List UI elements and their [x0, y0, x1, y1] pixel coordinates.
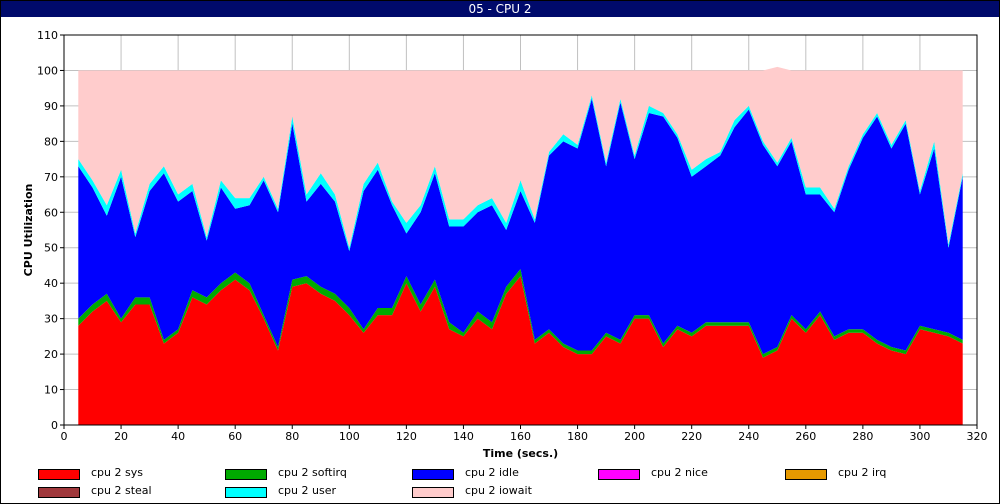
x-tick-label: 220: [681, 430, 702, 443]
x-axis-label: Time (secs.): [483, 447, 558, 460]
x-tick-label: 120: [396, 430, 417, 443]
x-tick-label: 20: [114, 430, 128, 443]
y-tick-label: 70: [44, 171, 58, 184]
legend-label: cpu 2 steal: [91, 484, 152, 497]
y-tick-label: 0: [51, 419, 58, 432]
legend-swatch: [598, 469, 640, 480]
legend-label: cpu 2 user: [278, 484, 336, 497]
legend-swatch: [225, 469, 267, 480]
x-tick-label: 280: [852, 430, 873, 443]
x-tick-label: 320: [967, 430, 988, 443]
chart-title: 05 - CPU 2: [1, 1, 999, 17]
legend-label: cpu 2 softirq: [278, 466, 347, 479]
legend-swatch: [785, 469, 827, 480]
legend-label: cpu 2 nice: [651, 466, 708, 479]
y-tick-label: 20: [44, 348, 58, 361]
x-tick-label: 180: [567, 430, 588, 443]
x-tick-label: 100: [339, 430, 360, 443]
y-axis-label: CPU Utilization: [22, 184, 35, 277]
y-tick-label: 10: [44, 384, 58, 397]
y-tick-label: 100: [37, 64, 58, 77]
y-tick-label: 40: [44, 277, 58, 290]
x-tick-label: 40: [171, 430, 185, 443]
y-tick-label: 30: [44, 313, 58, 326]
area-cpu-2-sys: [78, 276, 963, 425]
legend-swatch: [225, 487, 267, 498]
x-tick-label: 200: [624, 430, 645, 443]
area-cpu-2-idle: [78, 98, 963, 355]
legend-swatch: [412, 469, 454, 480]
y-tick-label: 50: [44, 242, 58, 255]
legend-label: cpu 2 idle: [465, 466, 519, 479]
x-tick-label: 60: [228, 430, 242, 443]
legend-label: cpu 2 irq: [838, 466, 887, 479]
plot-area: [78, 66, 963, 425]
x-tick-label: 160: [510, 430, 531, 443]
legend-label: cpu 2 sys: [91, 466, 143, 479]
x-tick-label: 300: [909, 430, 930, 443]
x-tick-label: 240: [738, 430, 759, 443]
y-tick-label: 60: [44, 206, 58, 219]
y-tick-label: 90: [44, 100, 58, 113]
x-tick-label: 0: [61, 430, 68, 443]
x-tick-label: 140: [453, 430, 474, 443]
legend-label: cpu 2 iowait: [465, 484, 532, 497]
x-tick-label: 260: [795, 430, 816, 443]
x-tick-label: 80: [285, 430, 299, 443]
legend-swatch: [38, 487, 80, 498]
y-tick-label: 80: [44, 135, 58, 148]
legend-swatch: [38, 469, 80, 480]
stacked-area-chart: CPU Utilization Time (secs.) 0 20 40 60 80 10…: [22, 29, 988, 460]
y-tick-label: 110: [37, 29, 58, 42]
legend-swatch: [412, 487, 454, 498]
area-cpu-2-iowait: [78, 66, 963, 248]
